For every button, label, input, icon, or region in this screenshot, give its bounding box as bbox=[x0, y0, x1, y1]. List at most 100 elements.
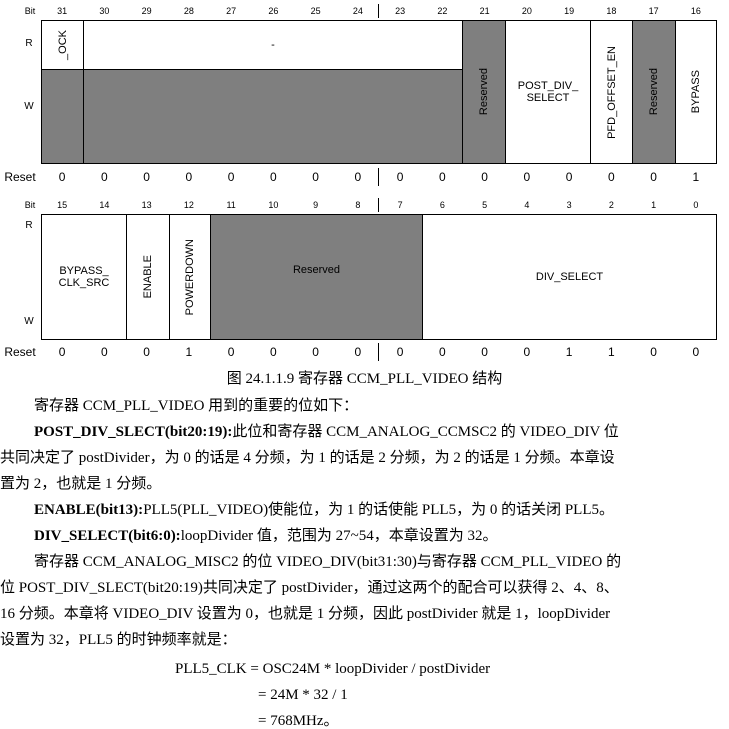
reset-label: Reset bbox=[4, 170, 36, 184]
reset-value: 0 bbox=[523, 170, 531, 184]
field-unused: - bbox=[83, 20, 463, 70]
reset-value: 0 bbox=[312, 345, 319, 359]
reset-value: 1 bbox=[565, 345, 573, 359]
paragraph-misc-line4: 设置为 32，PLL5 的时钟频率就是： bbox=[0, 632, 237, 648]
bit-number: 30 bbox=[99, 6, 110, 16]
reset-value: 0 bbox=[396, 170, 404, 184]
bit-number: 1 bbox=[651, 200, 657, 210]
reset-value: 0 bbox=[143, 345, 150, 359]
field-lock: _OCK bbox=[41, 20, 84, 70]
reset-label: Reset bbox=[4, 345, 36, 359]
reset-value: 0 bbox=[143, 170, 150, 184]
byte-separator bbox=[378, 343, 379, 361]
field-bypass-clk-src: BYPASS_ CLK_SRC bbox=[41, 214, 127, 340]
bit-number: 0 bbox=[693, 200, 699, 210]
reset-value: 1 bbox=[608, 345, 615, 359]
formula-line-3: = 768MHz。 bbox=[258, 713, 339, 729]
reset-value: 0 bbox=[481, 170, 488, 184]
reset-value: 0 bbox=[650, 170, 657, 184]
bit-number: 2 bbox=[608, 200, 614, 210]
paragraph-misc-line1: 寄存器 CCM_ANALOG_MISC2 的位 VIDEO_DIV(bit31:… bbox=[34, 554, 622, 570]
bit-number: 29 bbox=[141, 6, 152, 16]
bit-number: 20 bbox=[521, 6, 532, 16]
paragraph-post-div: POST_DIV_SLECT(bit20:19):此位和寄存器 CCM_ANAL… bbox=[34, 424, 619, 440]
bit-number: 18 bbox=[606, 6, 617, 16]
reset-value: 0 bbox=[101, 345, 108, 359]
bit-number: 9 bbox=[313, 200, 319, 210]
bit-number: 17 bbox=[648, 6, 659, 16]
reset-value: 0 bbox=[692, 345, 700, 359]
bit-number: 22 bbox=[437, 6, 448, 16]
reset-value: 0 bbox=[227, 170, 235, 184]
bit-number: 12 bbox=[183, 200, 194, 210]
field-lock-write bbox=[41, 69, 84, 164]
reset-value: 0 bbox=[270, 345, 277, 359]
bit-header-label: Bit bbox=[24, 200, 36, 210]
bit-number: 3 bbox=[566, 200, 572, 210]
reset-value: 0 bbox=[58, 345, 66, 359]
bit-number: 19 bbox=[564, 6, 575, 16]
reset-value: 0 bbox=[185, 170, 193, 184]
bit-number: 23 bbox=[395, 6, 406, 16]
reset-value: 1 bbox=[692, 170, 700, 184]
read-label: R bbox=[25, 220, 33, 231]
byte-separator bbox=[378, 168, 379, 186]
bit-number: 14 bbox=[99, 200, 110, 210]
bit-number: 28 bbox=[183, 6, 194, 16]
bit-number: 31 bbox=[57, 6, 68, 16]
bit-number: 25 bbox=[310, 6, 321, 16]
field-reserved-bit21: Reserved bbox=[462, 20, 506, 164]
bit-number: 7 bbox=[397, 200, 403, 210]
paragraph-post-div-line2: 共同决定了 postDivider，为 0 的话是 4 分频，为 1 的话是 2… bbox=[0, 450, 615, 466]
byte-separator bbox=[378, 198, 379, 212]
paragraph-misc-line2: 位 POST_DIV_SLECT(bit20:19)共同决定了 postDivi… bbox=[0, 580, 619, 596]
reset-value: 0 bbox=[608, 170, 615, 184]
bit-number: 24 bbox=[352, 6, 363, 16]
paragraph-misc-line3: 16 分频。本章将 VIDEO_DIV 设置为 0，也就是 1 分频，因此 po… bbox=[0, 606, 611, 622]
bit-number: 13 bbox=[141, 200, 152, 210]
bit-number: 5 bbox=[482, 200, 488, 210]
formula-line-2: = 24M * 32 / 1 bbox=[258, 687, 348, 703]
field-reserved: Reserved bbox=[210, 214, 423, 340]
paragraph-div-select: DIV_SELECT(bit6:0):loopDivider 值，范围为 27~… bbox=[34, 528, 498, 544]
byte-separator bbox=[378, 4, 379, 18]
write-label: W bbox=[24, 316, 34, 327]
figure-caption: 图 24.1.1.9 寄存器 CCM_PLL_VIDEO 结构 bbox=[226, 371, 503, 387]
bit-number: 8 bbox=[355, 200, 361, 210]
reset-value: 0 bbox=[439, 345, 446, 359]
reset-value: 0 bbox=[312, 170, 319, 184]
reset-value: 0 bbox=[396, 345, 404, 359]
paragraph-intro: 寄存器 CCM_PLL_VIDEO 用到的重要的位如下： bbox=[34, 398, 359, 414]
field-div-select: DIV_SELECT bbox=[422, 214, 717, 340]
reset-value: 0 bbox=[650, 345, 657, 359]
reset-value: 0 bbox=[354, 345, 362, 359]
bit-number: 4 bbox=[524, 200, 530, 210]
paragraph-enable: ENABLE(bit13):PLL5(PLL_VIDEO)使能位，为 1 的话使… bbox=[34, 502, 615, 518]
reset-value: 1 bbox=[185, 345, 193, 359]
field-unused-write bbox=[83, 69, 463, 164]
field-pfd-offset-en: PFD_OFFSET_EN bbox=[590, 20, 633, 164]
field-post-div-select: POST_DIV_ SELECT bbox=[505, 20, 591, 164]
bit-number: 15 bbox=[57, 200, 68, 210]
bit-number: 6 bbox=[439, 200, 445, 210]
bit-number: 26 bbox=[268, 6, 279, 16]
reset-value: 0 bbox=[227, 345, 235, 359]
bit-header-label: Bit bbox=[24, 6, 36, 16]
formula-line-1: PLL5_CLK = OSC24M * loopDivider / postDi… bbox=[175, 661, 491, 677]
bit-number: 27 bbox=[226, 6, 237, 16]
reset-value: 0 bbox=[523, 345, 531, 359]
write-label: W bbox=[24, 101, 34, 112]
reset-value: 0 bbox=[565, 170, 573, 184]
field-powerdown: POWERDOWN bbox=[169, 214, 211, 340]
reset-value: 0 bbox=[439, 170, 446, 184]
reset-value: 0 bbox=[101, 170, 108, 184]
reset-value: 0 bbox=[354, 170, 362, 184]
field-enable: ENABLE bbox=[126, 214, 170, 340]
bit-number: 10 bbox=[268, 200, 279, 210]
reset-value: 0 bbox=[481, 345, 488, 359]
read-label: R bbox=[25, 38, 33, 49]
paragraph-post-div-line3: 置为 2，也就是 1 分频。 bbox=[0, 476, 162, 492]
reset-value: 0 bbox=[270, 170, 277, 184]
bit-number: 16 bbox=[690, 6, 701, 16]
bit-number: 11 bbox=[226, 200, 236, 210]
